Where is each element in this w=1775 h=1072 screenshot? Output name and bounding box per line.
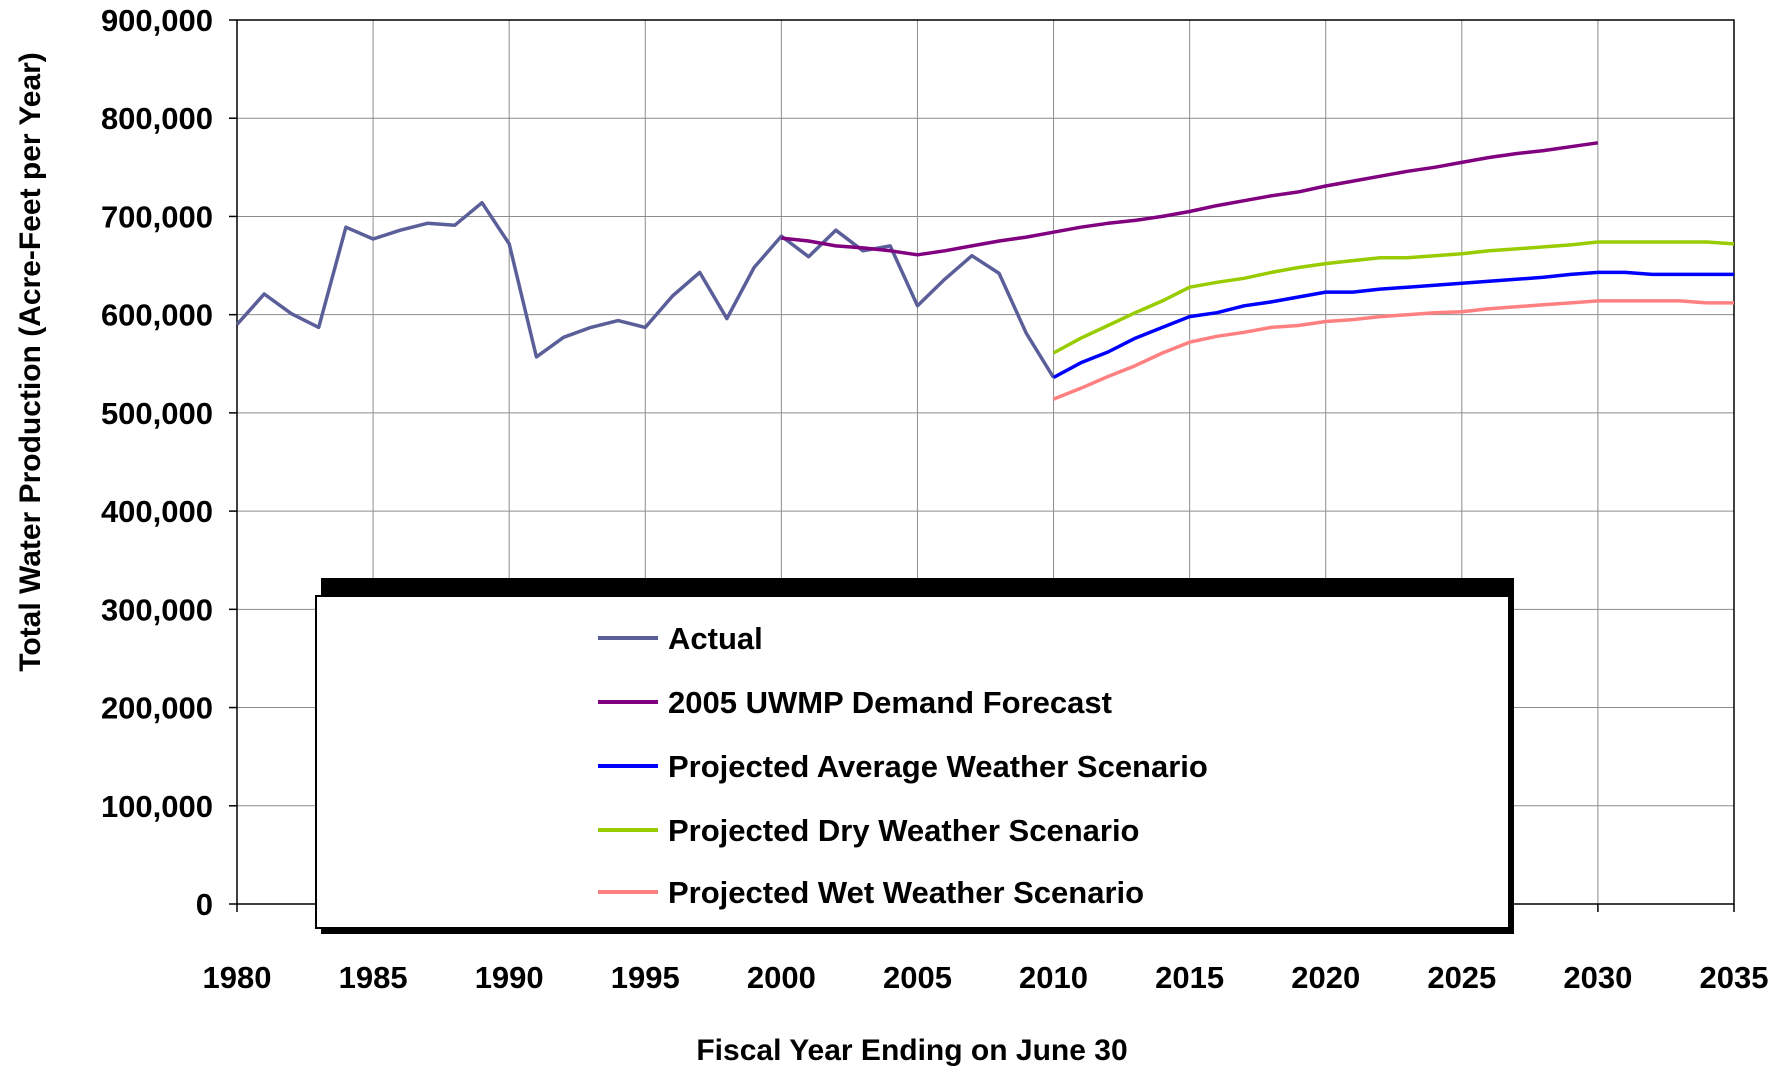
legend: Actual 2005 UWMP Demand Forecast Projected…: [315, 578, 1514, 934]
x-tick-label: 2015: [1155, 960, 1224, 995]
x-tick-label: 1985: [339, 960, 408, 995]
y-tick-label: 700,000: [101, 199, 213, 234]
series-line-3: [1052, 270, 1734, 380]
legend-label: Actual: [668, 621, 763, 656]
x-axis-ticks: 1980 1985 1990 1995 2000 2005 2010 2015 2020 2025…: [203, 904, 1769, 995]
y-axis-ticks: 0 100,000 200,000 300,000 400,000 500,000 600,…: [101, 3, 237, 922]
y-tick-label: 800,000: [101, 101, 213, 136]
y-tick-label: 500,000: [101, 396, 213, 431]
series-lines: [235, 141, 1735, 401]
y-axis-title: Total Water Production (Acre-Feet per Ye…: [14, 52, 47, 672]
x-axis-title: Fiscal Year Ending on June 30: [696, 1034, 1127, 1067]
y-tick-label: 100,000: [101, 789, 213, 824]
x-tick-label: 1995: [611, 960, 680, 995]
x-tick-label: 2005: [883, 960, 952, 995]
x-tick-label: 1990: [475, 960, 544, 995]
legend-box: [315, 595, 1510, 929]
series-line-5: [1052, 299, 1734, 401]
x-tick-label: 2025: [1427, 960, 1496, 995]
legend-label: Projected Wet Weather Scenario: [668, 875, 1144, 910]
legend-label: Projected Dry Weather Scenario: [668, 813, 1140, 848]
x-tick-label: 2035: [1700, 960, 1769, 995]
legend-label: 2005 UWMP Demand Forecast: [668, 685, 1112, 720]
x-tick-label: 2020: [1291, 960, 1360, 995]
series-line-1: [235, 200, 1055, 379]
y-tick-label: 900,000: [101, 3, 213, 38]
y-tick-label: 400,000: [101, 494, 213, 529]
x-tick-label: 2000: [747, 960, 816, 995]
y-tick-label: 0: [196, 887, 213, 922]
y-tick-label: 200,000: [101, 691, 213, 726]
y-tick-label: 300,000: [101, 592, 213, 627]
x-tick-label: 2010: [1019, 960, 1088, 995]
x-tick-label: 1980: [203, 960, 272, 995]
x-tick-label: 2030: [1563, 960, 1632, 995]
series-line-2: [781, 141, 1599, 257]
series-line-4: [1052, 240, 1735, 355]
legend-label: Projected Average Weather Scenario: [668, 749, 1208, 784]
y-tick-label: 600,000: [101, 298, 213, 333]
